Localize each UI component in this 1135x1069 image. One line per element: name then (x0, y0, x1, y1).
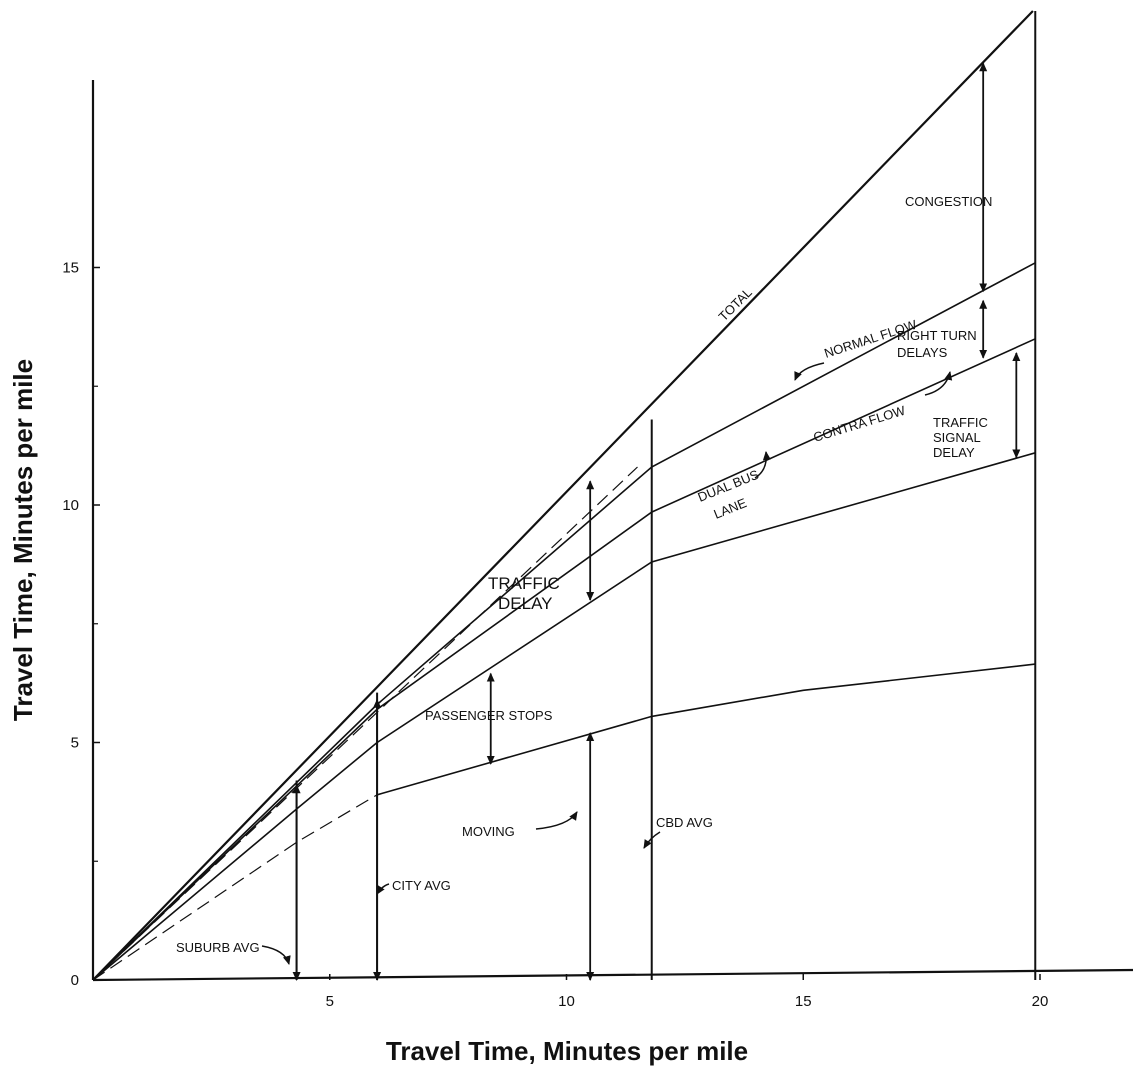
x-tick-label: 10 (558, 993, 575, 1010)
y-tick-label: 15 (62, 260, 79, 277)
y-tick-label: 5 (71, 735, 79, 752)
y-tick-label: 10 (62, 497, 79, 514)
vertical-lines-layer (295, 11, 1037, 980)
x-tick-label: 20 (1032, 993, 1049, 1010)
series-layer (92, 10, 1036, 981)
passenger-stops-label: PASSENGER STOPS (425, 708, 553, 723)
moving-label: MOVING (462, 824, 515, 839)
dual-bus-label: DUAL BUS (696, 467, 762, 505)
x-tick-label: 15 (795, 993, 812, 1010)
x-tick-label: 5 (326, 993, 334, 1010)
city-avg-pointer (376, 883, 390, 895)
city-avg-label: CITY AVG (392, 878, 451, 893)
dual-bus-pointer (754, 451, 771, 479)
suburb-avg-pointer (261, 945, 291, 965)
traffic-signal-label-2: SIGNAL (933, 430, 981, 445)
delays-label: DELAYS (897, 345, 948, 360)
contra-flow-pointer (924, 371, 953, 396)
x-axis (92, 968, 1134, 982)
traffic-delay-label-2: DELAY (498, 594, 553, 613)
congestion-label: CONGESTION (905, 194, 992, 209)
series-line (92, 262, 1036, 981)
moving-pointer (535, 811, 578, 830)
lane-label: LANE (712, 495, 749, 522)
contra-flow-label: CONTRA FLOW (811, 402, 907, 444)
ticks-layer: 5 10 15 20 5 10 15 0 (62, 260, 1048, 1011)
x-axis-title: Travel Time, Minutes per mile (386, 1036, 748, 1066)
traffic-signal-label-3: DELAY (933, 445, 975, 460)
series-line (92, 338, 1036, 981)
origin-label: 0 (71, 972, 79, 989)
series-line (376, 663, 1036, 796)
right-turn-label: RIGHT TURN (897, 328, 977, 343)
series-line (92, 10, 1034, 981)
suburb-avg-label: SUBURB AVG (176, 940, 260, 955)
cbd-avg-label: CBD AVG (656, 815, 713, 830)
traffic-delay-label-1: TRAFFIC (488, 574, 560, 593)
series-line (92, 452, 1036, 981)
cbd-avg-pointer (643, 831, 661, 849)
normal-flow-pointer (794, 362, 825, 381)
series-line (92, 466, 638, 981)
y-axis-title: Travel Time, Minutes per mile (8, 359, 38, 721)
traffic-signal-label-1: TRAFFIC (933, 415, 988, 430)
arrows-layer (292, 62, 1021, 981)
